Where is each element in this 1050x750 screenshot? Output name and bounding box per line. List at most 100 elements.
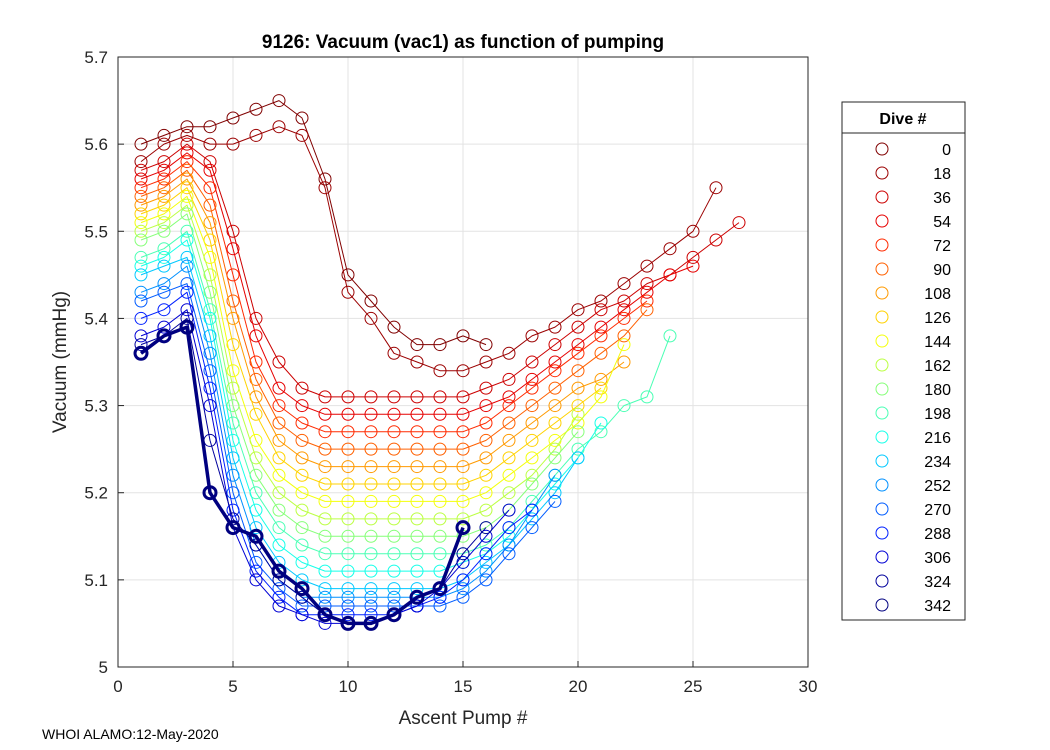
data-point bbox=[456, 442, 470, 456]
series-line bbox=[140, 178, 625, 468]
y-tick-label: 5.5 bbox=[84, 222, 108, 241]
legend-label: 288 bbox=[924, 526, 951, 543]
series-line bbox=[140, 265, 556, 598]
legend-entry: 72 bbox=[875, 238, 951, 255]
data-point bbox=[249, 355, 263, 369]
data-point bbox=[571, 320, 585, 334]
data-point bbox=[525, 477, 539, 491]
data-point bbox=[571, 407, 585, 421]
data-point bbox=[663, 242, 677, 256]
data-point bbox=[502, 416, 516, 430]
data-point bbox=[134, 155, 148, 169]
data-point bbox=[479, 381, 493, 395]
data-point bbox=[571, 399, 585, 413]
data-point bbox=[226, 468, 240, 482]
data-point bbox=[364, 564, 378, 578]
data-point bbox=[157, 128, 171, 142]
x-tick-label: 10 bbox=[339, 677, 358, 696]
data-point bbox=[134, 137, 148, 151]
data-point bbox=[318, 407, 332, 421]
data-point bbox=[663, 268, 677, 282]
data-point bbox=[271, 563, 287, 579]
data-point bbox=[226, 486, 240, 500]
data-point bbox=[364, 407, 378, 421]
data-point bbox=[317, 607, 333, 623]
legend-label: 144 bbox=[924, 334, 951, 351]
legend-entry: 108 bbox=[875, 286, 951, 303]
data-point bbox=[295, 555, 309, 569]
data-point bbox=[341, 477, 355, 491]
data-point bbox=[272, 521, 286, 535]
data-point bbox=[364, 294, 378, 308]
data-point bbox=[410, 494, 424, 508]
data-point bbox=[203, 364, 217, 378]
series-line bbox=[140, 256, 579, 590]
data-point bbox=[502, 521, 516, 535]
legend-marker bbox=[875, 358, 889, 372]
data-point bbox=[433, 338, 447, 352]
data-point bbox=[272, 120, 286, 134]
data-point bbox=[617, 303, 631, 317]
x-axis-label: Ascent Pump # bbox=[399, 708, 528, 729]
data-point bbox=[295, 451, 309, 465]
data-point bbox=[640, 390, 654, 404]
data-point bbox=[318, 442, 332, 456]
data-point bbox=[272, 573, 286, 587]
legend-entry: 126 bbox=[875, 310, 951, 327]
data-point bbox=[318, 564, 332, 578]
data-point bbox=[180, 128, 194, 142]
data-point bbox=[387, 599, 401, 613]
data-point bbox=[364, 599, 378, 613]
data-point bbox=[387, 564, 401, 578]
data-point bbox=[134, 224, 148, 238]
data-point bbox=[295, 399, 309, 413]
data-point bbox=[594, 329, 608, 343]
data-point bbox=[548, 486, 562, 500]
data-point bbox=[157, 137, 171, 151]
data-point bbox=[364, 425, 378, 439]
data-point bbox=[226, 503, 240, 517]
data-point bbox=[617, 311, 631, 325]
data-point bbox=[617, 399, 631, 413]
data-point bbox=[203, 329, 217, 343]
legend-box bbox=[841, 101, 966, 621]
data-point bbox=[548, 451, 562, 465]
data-point bbox=[456, 364, 470, 378]
data-point bbox=[341, 582, 355, 596]
data-point bbox=[364, 477, 378, 491]
data-point bbox=[502, 390, 516, 404]
data-point bbox=[341, 460, 355, 474]
data-point bbox=[617, 277, 631, 291]
data-point bbox=[387, 442, 401, 456]
data-point bbox=[157, 198, 171, 212]
legend-marker bbox=[875, 406, 889, 420]
data-point bbox=[433, 512, 447, 526]
legend-entry: 18 bbox=[875, 166, 951, 183]
data-point bbox=[180, 172, 194, 186]
series-dive-72 bbox=[134, 155, 654, 439]
data-point bbox=[594, 294, 608, 308]
data-point bbox=[133, 345, 149, 361]
data-point bbox=[203, 233, 217, 247]
data-point bbox=[479, 521, 493, 535]
data-point bbox=[594, 320, 608, 334]
data-point bbox=[479, 573, 493, 587]
data-point bbox=[180, 233, 194, 247]
data-point bbox=[318, 172, 332, 186]
data-point bbox=[387, 425, 401, 439]
data-point bbox=[180, 311, 194, 325]
legend-marker bbox=[875, 526, 889, 540]
legend-marker bbox=[875, 430, 889, 444]
data-point bbox=[410, 390, 424, 404]
data-point bbox=[295, 538, 309, 552]
data-point bbox=[341, 268, 355, 282]
data-point bbox=[502, 346, 516, 360]
data-point bbox=[341, 407, 355, 421]
data-point bbox=[134, 329, 148, 343]
legend-entry: 234 bbox=[875, 454, 951, 471]
data-point bbox=[272, 468, 286, 482]
data-point bbox=[157, 163, 171, 177]
data-point bbox=[157, 207, 171, 221]
chart-title: 9126: Vacuum (vac1) as function of pumpi… bbox=[262, 32, 664, 53]
